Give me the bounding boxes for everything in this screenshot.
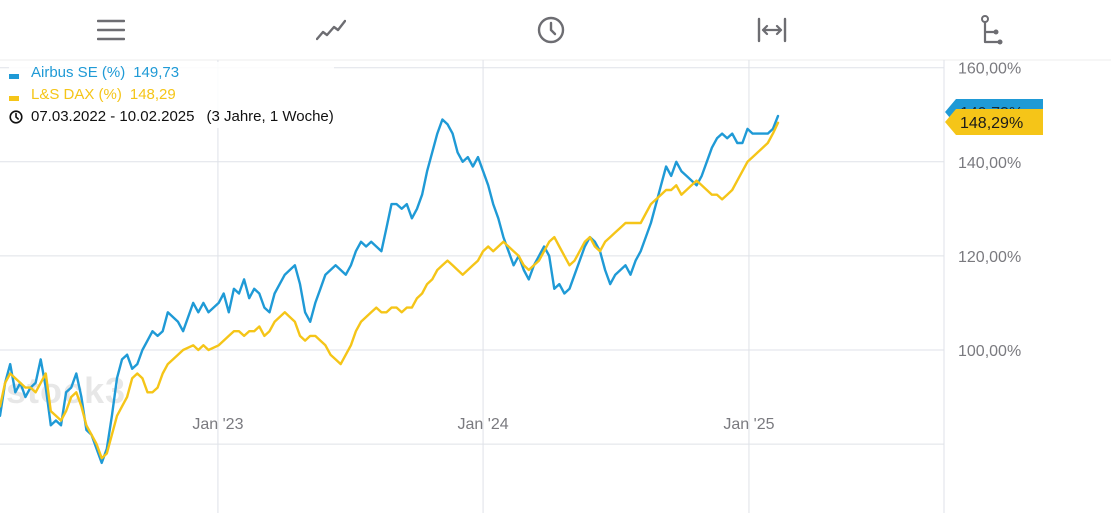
legend-dax-label: L&S DAX (%) (31, 86, 122, 103)
legend: Airbus SE (%) 149,73 L&S DAX (%) 148,29 … (9, 62, 334, 128)
legend-dax[interactable]: L&S DAX (%) 148,29 (9, 84, 334, 106)
price-tags: 149,73%148,29% (945, 99, 1043, 135)
grid (0, 59, 1111, 513)
date-range-text: 07.03.2022 - 10.02.2025 (31, 108, 195, 125)
legend-airbus-value: 149,73 (133, 64, 180, 81)
dax-price-tag-shape (945, 109, 1043, 135)
menu-icon[interactable] (89, 10, 133, 50)
dax-swatch (9, 95, 19, 101)
legend-airbus[interactable]: Airbus SE (%) 149,73 (9, 62, 334, 84)
dax-price-tag-label: 148,29% (960, 115, 1023, 132)
chart-toolbar (0, 0, 1111, 60)
chart-type-icon[interactable] (309, 10, 353, 50)
date-range-duration: (3 Jahre, 1 Woche) (206, 108, 334, 125)
clock-icon (9, 110, 23, 124)
date-range: 07.03.2022 - 10.02.2025 (3 Jahre, 1 Woch… (9, 106, 334, 128)
y-tick-label: 160,00% (958, 61, 1021, 78)
x-tick-label: Jan '23 (192, 416, 243, 433)
axis-labels: 100,00% 120,00% 140,00% 160,00% Jan '23 Jan '… (192, 61, 1021, 433)
watermark: stock3 (6, 370, 127, 411)
x-tick-label: Jan '24 (458, 416, 509, 433)
airbus-swatch (9, 73, 19, 79)
legend-airbus-label: Airbus SE (%) (31, 64, 126, 81)
airbus-line (0, 114, 780, 465)
indicators-icon[interactable] (970, 10, 1014, 50)
legend-dax-value: 148,29 (129, 86, 176, 103)
dax-price-tag: 148,29% (945, 109, 1043, 135)
dax-line (0, 121, 780, 460)
fit-width-icon[interactable] (750, 10, 794, 50)
y-tick-label: 100,00% (958, 343, 1021, 360)
time-range-icon[interactable] (529, 10, 573, 50)
y-tick-label: 140,00% (958, 155, 1021, 172)
series-lines (0, 114, 780, 465)
x-tick-label: Jan '25 (723, 416, 774, 433)
y-tick-label: 120,00% (958, 249, 1021, 266)
